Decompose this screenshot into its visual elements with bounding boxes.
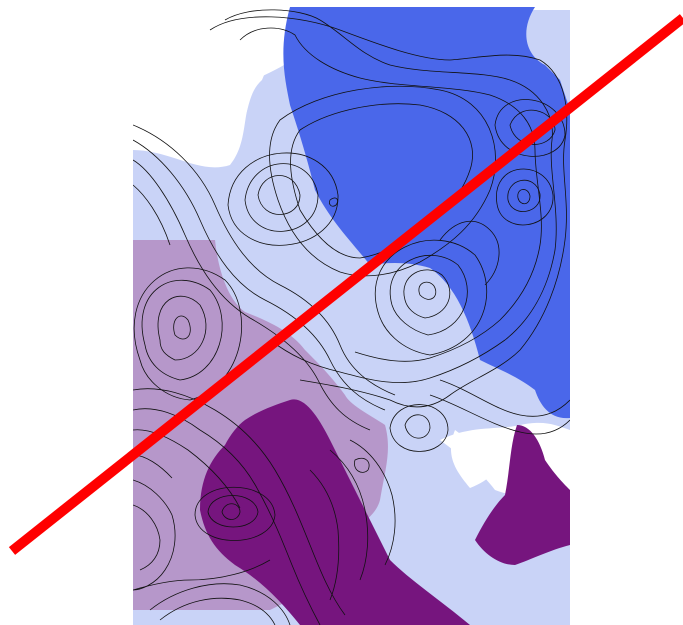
white-gap-north — [133, 7, 300, 150]
blue-region — [283, 7, 570, 419]
transect-line — [8, 14, 683, 555]
purple-region — [200, 399, 570, 625]
